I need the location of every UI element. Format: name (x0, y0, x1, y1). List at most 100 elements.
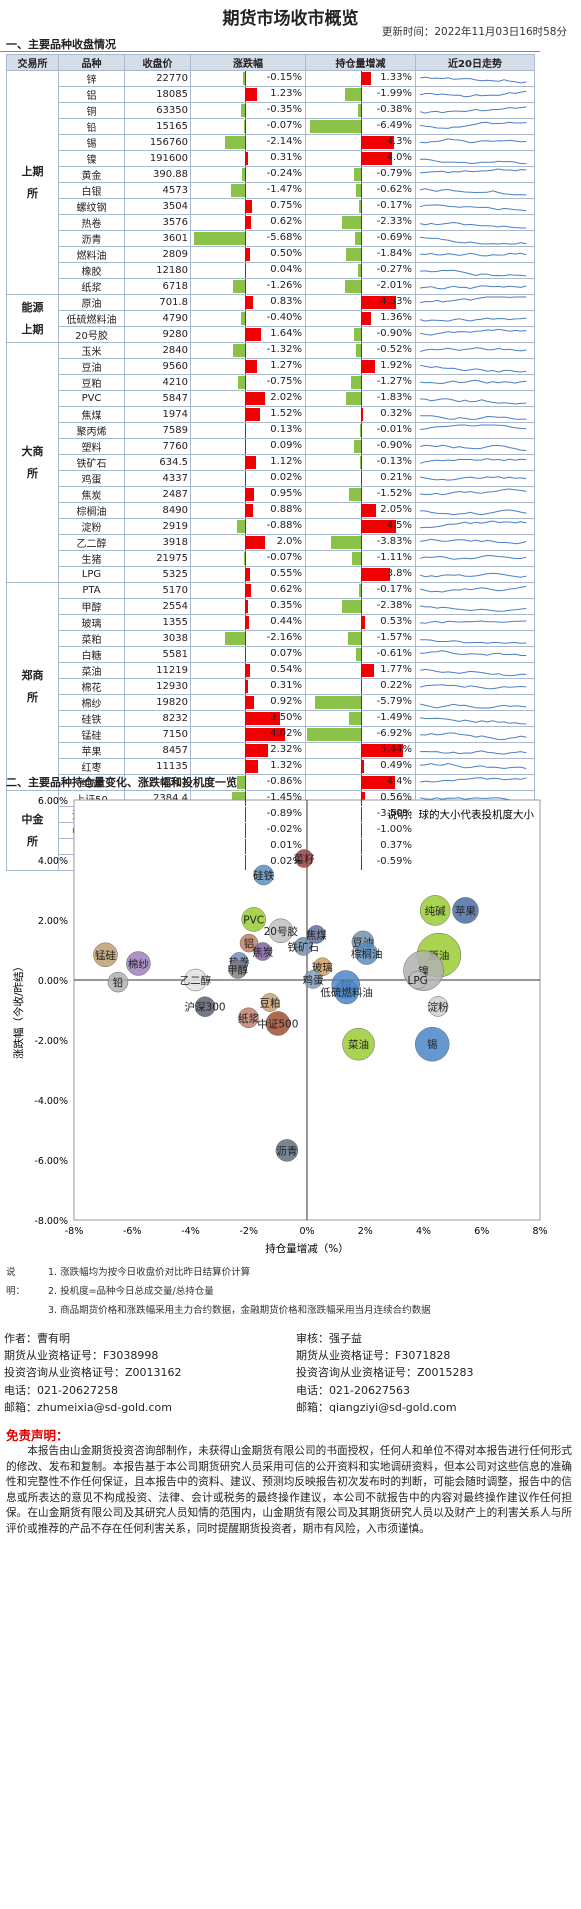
oi-change-cell: -1.52% (305, 486, 416, 503)
sparkline-cell (415, 70, 535, 87)
bar-axis (244, 423, 246, 438)
sparkline-cell (415, 438, 535, 455)
bubble (293, 937, 313, 956)
commodity-name: 铜 (58, 102, 125, 119)
bar-axis (360, 375, 362, 390)
commodity-name: 棉纱 (58, 694, 125, 711)
sparkline-line (419, 364, 527, 373)
oi-change-cell: 1.36% (305, 310, 416, 327)
sparkline-cell (415, 198, 535, 215)
commodity-name: 橡胶 (58, 262, 125, 279)
x-tick-label: -2% (240, 1226, 259, 1237)
oi-change-cell: -3.83% (305, 534, 416, 551)
bubble-label: 锰硅 (95, 949, 116, 962)
oi-change-cell: -5.79% (305, 694, 416, 711)
close-price: 5170 (124, 582, 191, 599)
value-bar (231, 184, 245, 197)
value-label: 0.02% (270, 472, 302, 483)
sparkline-line (419, 620, 527, 624)
value-label: -1.84% (376, 248, 412, 259)
oi-change-cell: 2.05% (305, 502, 416, 519)
value-label: -1.47% (266, 184, 302, 195)
value-bar (244, 152, 248, 165)
commodity-name: 沥青 (58, 230, 125, 247)
bubble (414, 1026, 450, 1062)
value-label: 0.54% (270, 664, 302, 675)
close-price: 2809 (124, 246, 191, 263)
value-bar (236, 520, 245, 533)
close-price: 6718 (124, 278, 191, 295)
bubble (238, 1007, 259, 1029)
value-bar (346, 392, 361, 405)
change-cell: 0.88% (190, 502, 306, 519)
value-bar (341, 600, 361, 613)
change-cell: -0.24% (190, 166, 306, 183)
y-tick-label: -6.00% (34, 1156, 68, 1167)
close-price: 8457 (124, 742, 191, 759)
close-price: 5325 (124, 566, 191, 583)
bar-axis (244, 151, 246, 166)
bar-axis (360, 135, 362, 150)
value-label: 2.05% (380, 504, 412, 515)
close-price: 2919 (124, 518, 191, 535)
change-cell: 0.31% (190, 150, 306, 167)
disclaimer-text: 本报告由山金期货投资咨询部制作，未获得山金期货有限公司的书面授权，任何人和单位不… (6, 1445, 572, 1535)
value-bar (356, 344, 361, 357)
sparkline-line (419, 762, 527, 770)
author-email[interactable]: 邮箱：zhumeixia@sd-gold.com (4, 1400, 172, 1414)
bar-axis (244, 439, 246, 454)
table-header: 收盘价 (124, 54, 191, 71)
value-bar (315, 696, 361, 709)
table-row: 白银 4573 -1.47% -0.62% (7, 182, 535, 199)
value-label: 2.02% (270, 392, 302, 403)
exchange-cell: 郑商所 (6, 582, 59, 791)
close-price: 3918 (124, 534, 191, 551)
sparkline-cell (415, 422, 535, 439)
change-cell: 0.92% (190, 694, 306, 711)
bubble (294, 849, 314, 868)
table-row: 铝 18085 1.23% -1.99% (7, 86, 535, 103)
bubble-label: 铁矿石 (287, 940, 319, 953)
change-cell: -0.15% (190, 70, 306, 87)
commodity-name: 塑料 (58, 438, 125, 455)
table-row: 聚丙烯 7589 0.13% -0.01% (7, 422, 535, 439)
reviewer-email[interactable]: 邮箱：qiangziyi@sd-gold.com (296, 1400, 457, 1414)
oi-change-cell: -1.49% (305, 710, 416, 727)
value-bar (244, 600, 249, 613)
bubble-label: 棕榈油 (351, 948, 383, 961)
value-label: -1.45% (266, 792, 302, 803)
bar-axis (360, 87, 362, 102)
close-price: 19820 (124, 694, 191, 711)
bar-axis (360, 439, 362, 454)
bar-axis (360, 679, 362, 694)
bubble (355, 942, 378, 965)
sparkline (419, 285, 527, 290)
table-row: 红枣 11135 1.32% 0.49% (7, 758, 535, 775)
sparkline-line (419, 269, 527, 277)
change-cell: 1.27% (190, 358, 306, 375)
close-price: 4337 (124, 470, 191, 487)
sparkline-cell (415, 342, 535, 359)
value-bar (346, 248, 361, 261)
value-bar (244, 360, 258, 373)
value-label: 0.49% (380, 760, 412, 771)
sparkline-cell (415, 390, 535, 407)
disclaimer-title: 免责声明： (6, 1428, 69, 1443)
table-header: 交易所 (6, 54, 59, 71)
table-row: 纸浆 6718 -1.26% -2.01% (7, 278, 535, 295)
bar-axis (360, 471, 362, 486)
value-label: -2.16% (266, 632, 302, 643)
bar-axis (244, 295, 246, 310)
bar-axis (244, 135, 246, 150)
value-bar (360, 408, 363, 421)
value-bar (244, 744, 268, 757)
table-row: 菜粕 3038 -2.16% -1.57% (7, 630, 535, 647)
value-label: -1.57% (376, 632, 412, 643)
oi-change-cell: 0.32% (305, 406, 416, 423)
value-label: 0.04% (270, 264, 302, 275)
y-tick-label: -8.00% (34, 1216, 68, 1227)
value-bar (342, 216, 361, 229)
change-cell: -0.07% (190, 118, 306, 135)
value-bar (244, 328, 262, 341)
change-cell: -2.16% (190, 630, 306, 647)
